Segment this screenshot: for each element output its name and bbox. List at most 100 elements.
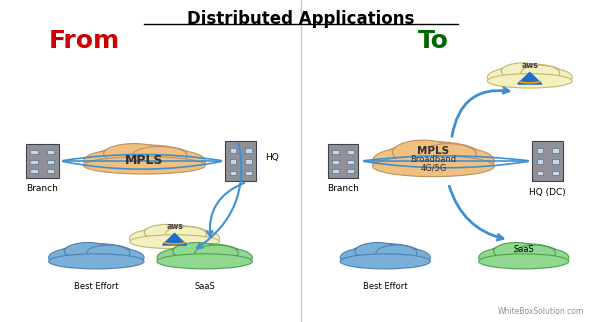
Ellipse shape bbox=[501, 63, 544, 80]
FancyBboxPatch shape bbox=[245, 148, 252, 153]
Ellipse shape bbox=[494, 242, 539, 260]
Text: WhiteBoxSolution.com: WhiteBoxSolution.com bbox=[498, 307, 584, 316]
Ellipse shape bbox=[132, 147, 187, 165]
Ellipse shape bbox=[495, 64, 565, 86]
Ellipse shape bbox=[157, 254, 252, 269]
FancyBboxPatch shape bbox=[30, 150, 37, 154]
Ellipse shape bbox=[349, 243, 422, 267]
FancyBboxPatch shape bbox=[347, 160, 354, 164]
FancyBboxPatch shape bbox=[332, 160, 339, 164]
FancyArrowPatch shape bbox=[207, 183, 244, 236]
Ellipse shape bbox=[129, 235, 220, 249]
Text: MPLS: MPLS bbox=[417, 146, 450, 156]
FancyArrowPatch shape bbox=[63, 155, 221, 161]
Ellipse shape bbox=[518, 248, 569, 267]
Ellipse shape bbox=[169, 230, 220, 247]
FancyBboxPatch shape bbox=[552, 159, 559, 164]
FancyBboxPatch shape bbox=[30, 160, 37, 164]
Ellipse shape bbox=[515, 245, 556, 261]
Ellipse shape bbox=[95, 145, 194, 171]
FancyBboxPatch shape bbox=[532, 141, 563, 181]
FancyBboxPatch shape bbox=[536, 159, 544, 164]
FancyBboxPatch shape bbox=[245, 159, 252, 164]
FancyBboxPatch shape bbox=[536, 171, 544, 175]
Ellipse shape bbox=[524, 68, 572, 86]
Ellipse shape bbox=[379, 248, 430, 267]
Text: Branch: Branch bbox=[26, 184, 58, 193]
Text: From: From bbox=[49, 29, 120, 53]
Ellipse shape bbox=[198, 248, 252, 267]
FancyBboxPatch shape bbox=[332, 169, 339, 173]
FancyBboxPatch shape bbox=[229, 171, 237, 175]
Text: 4G/5G: 4G/5G bbox=[420, 164, 447, 173]
Ellipse shape bbox=[479, 254, 569, 269]
Ellipse shape bbox=[421, 144, 476, 166]
Ellipse shape bbox=[479, 248, 530, 267]
Ellipse shape bbox=[49, 254, 144, 269]
FancyBboxPatch shape bbox=[536, 148, 544, 153]
Ellipse shape bbox=[64, 242, 112, 260]
Ellipse shape bbox=[487, 243, 560, 267]
FancyArrowPatch shape bbox=[197, 143, 241, 248]
Polygon shape bbox=[518, 72, 542, 84]
Ellipse shape bbox=[138, 225, 211, 247]
Ellipse shape bbox=[521, 65, 560, 80]
Ellipse shape bbox=[195, 245, 238, 261]
FancyBboxPatch shape bbox=[347, 169, 354, 173]
FancyBboxPatch shape bbox=[552, 171, 559, 175]
Ellipse shape bbox=[393, 140, 453, 165]
Text: Best Effort: Best Effort bbox=[74, 282, 119, 291]
Ellipse shape bbox=[340, 254, 430, 269]
Ellipse shape bbox=[373, 148, 442, 174]
FancyBboxPatch shape bbox=[47, 150, 54, 154]
FancyBboxPatch shape bbox=[229, 148, 237, 153]
Text: SaaS: SaaS bbox=[514, 245, 534, 254]
FancyBboxPatch shape bbox=[229, 159, 237, 164]
FancyBboxPatch shape bbox=[30, 169, 37, 173]
Ellipse shape bbox=[104, 144, 164, 164]
FancyArrowPatch shape bbox=[364, 156, 528, 161]
Text: Branch: Branch bbox=[327, 184, 359, 193]
Ellipse shape bbox=[57, 243, 135, 267]
FancyBboxPatch shape bbox=[47, 160, 54, 164]
Text: SaaS: SaaS bbox=[194, 282, 215, 291]
Text: MPLS: MPLS bbox=[125, 155, 164, 167]
Text: Broadband: Broadband bbox=[411, 155, 456, 164]
FancyBboxPatch shape bbox=[552, 148, 559, 153]
Text: Distributed Applications: Distributed Applications bbox=[187, 10, 415, 28]
Ellipse shape bbox=[90, 248, 144, 267]
FancyBboxPatch shape bbox=[47, 169, 54, 173]
FancyBboxPatch shape bbox=[245, 171, 252, 175]
Ellipse shape bbox=[87, 245, 130, 261]
FancyArrowPatch shape bbox=[364, 161, 528, 168]
Text: aws: aws bbox=[166, 222, 183, 231]
Ellipse shape bbox=[144, 224, 190, 241]
Ellipse shape bbox=[383, 142, 483, 174]
Ellipse shape bbox=[488, 68, 536, 86]
Ellipse shape bbox=[49, 248, 103, 267]
Polygon shape bbox=[163, 233, 187, 245]
Ellipse shape bbox=[166, 227, 206, 242]
FancyArrowPatch shape bbox=[452, 88, 509, 136]
FancyArrowPatch shape bbox=[63, 162, 221, 169]
FancyArrowPatch shape bbox=[449, 186, 503, 240]
Text: aws: aws bbox=[521, 61, 538, 70]
Ellipse shape bbox=[136, 150, 205, 172]
Ellipse shape bbox=[129, 230, 181, 247]
FancyBboxPatch shape bbox=[25, 144, 58, 178]
FancyBboxPatch shape bbox=[225, 141, 256, 181]
Ellipse shape bbox=[84, 157, 205, 174]
Ellipse shape bbox=[340, 248, 391, 267]
Text: HQ (DC): HQ (DC) bbox=[529, 188, 566, 197]
Ellipse shape bbox=[173, 242, 220, 260]
FancyBboxPatch shape bbox=[332, 150, 339, 154]
Ellipse shape bbox=[166, 243, 244, 267]
FancyBboxPatch shape bbox=[328, 144, 358, 178]
Text: Best Effort: Best Effort bbox=[363, 282, 408, 291]
Ellipse shape bbox=[373, 156, 494, 177]
Text: To: To bbox=[418, 29, 449, 53]
Ellipse shape bbox=[376, 245, 417, 261]
Ellipse shape bbox=[425, 148, 494, 174]
Text: HQ: HQ bbox=[265, 153, 279, 162]
Ellipse shape bbox=[355, 242, 400, 260]
